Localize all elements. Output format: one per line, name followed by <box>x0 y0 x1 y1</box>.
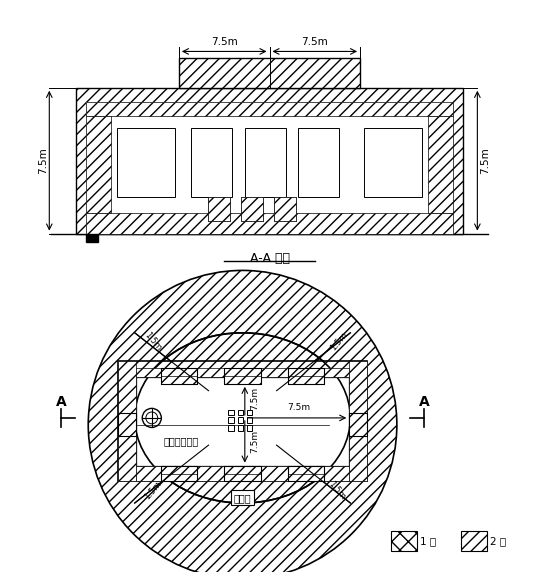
Text: 7.5m: 7.5m <box>38 147 48 174</box>
Bar <box>118 413 136 436</box>
Bar <box>161 465 197 481</box>
Text: 7.5m: 7.5m <box>288 403 311 412</box>
Bar <box>241 197 264 221</box>
Ellipse shape <box>135 333 350 503</box>
Bar <box>118 361 136 481</box>
Text: 7.5m: 7.5m <box>480 147 490 174</box>
Bar <box>298 128 340 197</box>
Text: 2 区: 2 区 <box>490 536 506 546</box>
Bar <box>76 88 463 234</box>
Text: 7.5m: 7.5m <box>211 38 238 47</box>
Bar <box>161 465 197 481</box>
Bar <box>229 417 234 423</box>
Bar <box>136 465 349 481</box>
Text: 7.5m: 7.5m <box>251 387 259 410</box>
Bar <box>86 234 98 242</box>
Bar <box>241 197 264 221</box>
Bar <box>288 465 324 481</box>
Text: 1.5m: 1.5m <box>143 479 163 501</box>
Bar <box>349 413 368 436</box>
Bar <box>461 531 487 551</box>
Bar <box>247 410 252 415</box>
Bar <box>86 116 111 213</box>
Bar <box>136 377 349 465</box>
Text: 1.5m: 1.5m <box>327 479 347 501</box>
Bar <box>364 128 422 197</box>
Bar <box>86 213 453 234</box>
Bar <box>118 413 136 436</box>
Text: A-A 视图: A-A 视图 <box>250 252 289 265</box>
Bar <box>288 368 324 384</box>
Text: 7.5m: 7.5m <box>251 430 259 453</box>
Text: 门或窗: 门或窗 <box>234 493 251 503</box>
Bar <box>161 368 197 384</box>
Text: 1 区: 1 区 <box>420 536 436 546</box>
Bar <box>391 531 417 551</box>
Bar <box>247 417 252 423</box>
Bar <box>224 368 261 384</box>
Bar <box>238 417 243 423</box>
Bar <box>191 128 232 197</box>
Bar <box>224 465 261 481</box>
Bar <box>208 197 230 221</box>
Bar <box>86 102 453 116</box>
Text: A: A <box>419 395 430 409</box>
Bar <box>229 425 234 431</box>
Circle shape <box>88 271 397 578</box>
Text: 1.5m: 1.5m <box>329 330 349 352</box>
Text: 第二级释放源: 第二级释放源 <box>163 436 198 446</box>
Bar <box>349 413 368 436</box>
Bar <box>245 128 286 197</box>
Bar <box>229 410 234 415</box>
Bar <box>247 425 252 431</box>
Bar <box>136 368 349 377</box>
Bar <box>224 368 261 384</box>
Text: 1.5m: 1.5m <box>143 330 163 352</box>
Bar <box>179 57 360 88</box>
Text: 7.5m: 7.5m <box>301 38 328 47</box>
Bar <box>117 128 175 197</box>
Bar <box>208 197 230 221</box>
Bar <box>238 410 243 415</box>
Bar <box>274 197 296 221</box>
Bar <box>288 465 324 481</box>
Bar <box>86 102 453 227</box>
Bar <box>118 361 368 481</box>
Text: A: A <box>56 395 66 409</box>
Bar <box>274 197 296 221</box>
Bar <box>349 361 368 481</box>
Bar <box>288 368 324 384</box>
Bar <box>161 368 197 384</box>
Bar <box>238 425 243 431</box>
Bar <box>136 377 349 465</box>
Bar <box>224 465 261 481</box>
Bar <box>428 116 453 213</box>
